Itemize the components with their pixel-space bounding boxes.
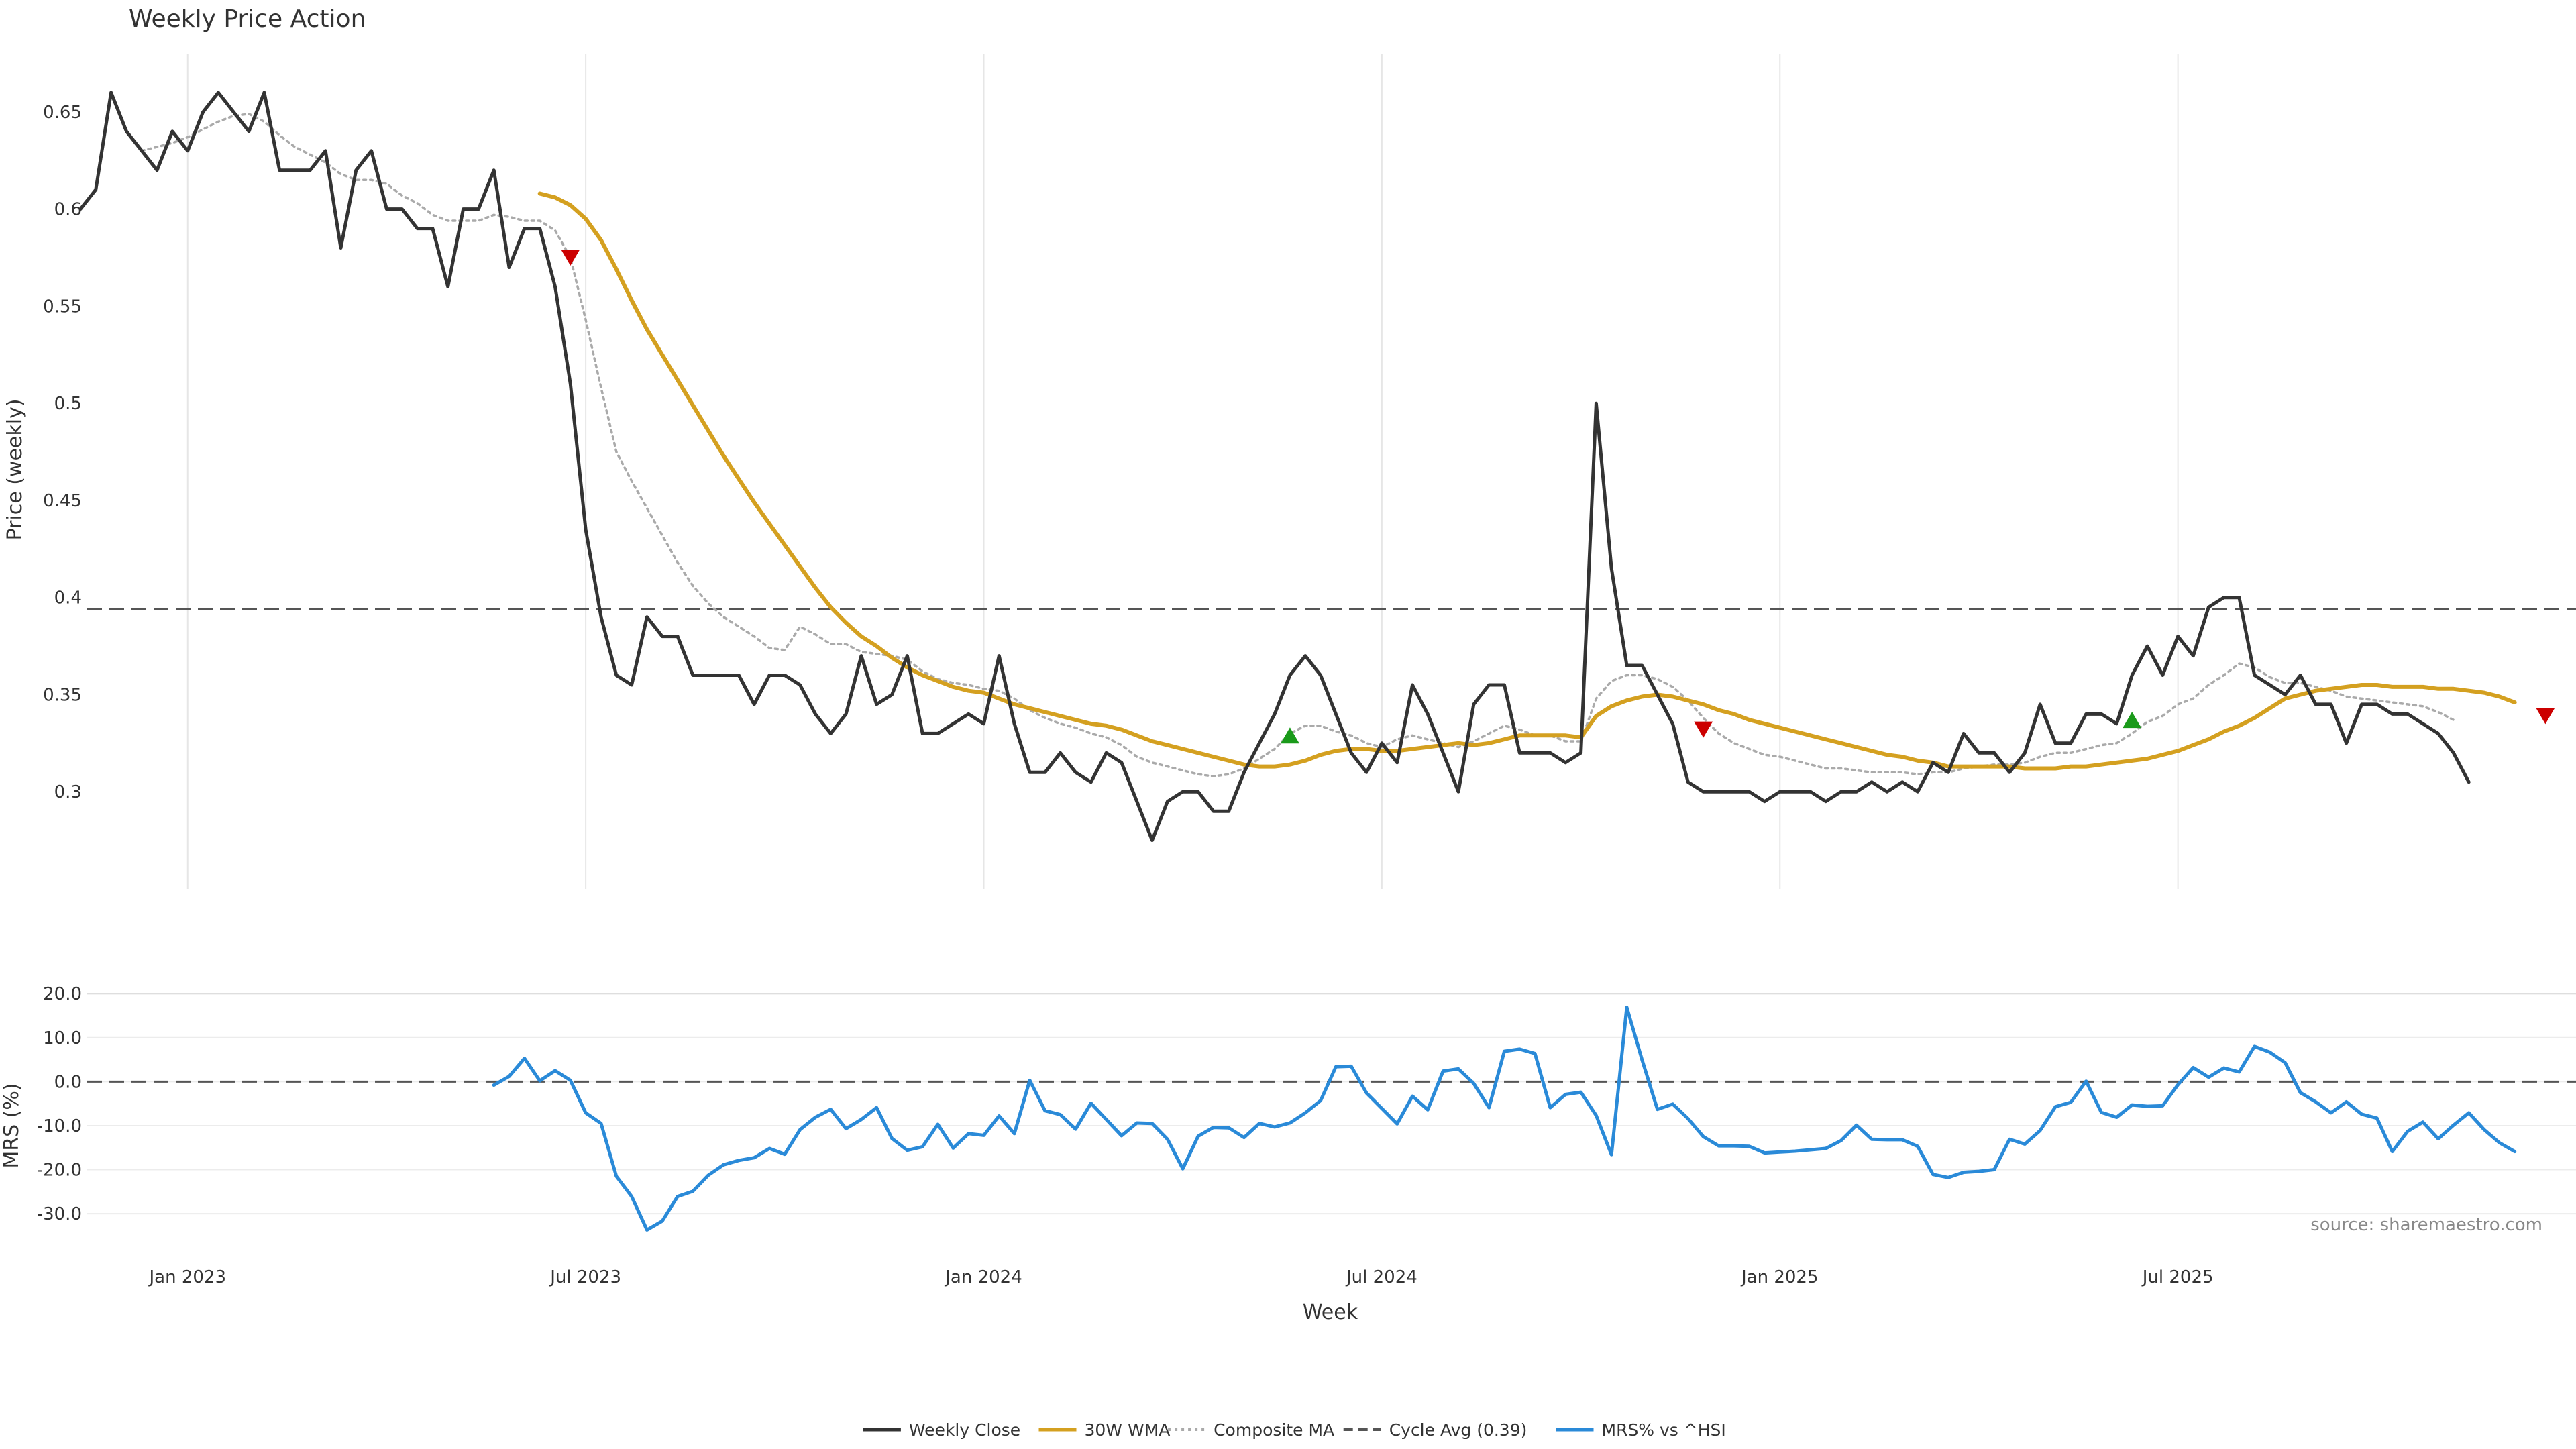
- x-tick-label: Jul 2025: [2141, 1267, 2214, 1287]
- mrs-y-axis-label: MRS (%): [0, 1083, 23, 1168]
- mrs-y-tick-label: -10.0: [37, 1116, 82, 1136]
- x-tick-label: Jan 2023: [148, 1267, 226, 1287]
- price-y-tick-label: 0.65: [43, 103, 82, 123]
- mrs-y-tick-label: 10.0: [43, 1028, 82, 1049]
- price-grid: [87, 54, 2576, 889]
- mrs-grid: [87, 993, 2576, 1215]
- x-tick-label: Jan 2025: [1740, 1267, 1819, 1287]
- weekly-close-line: [78, 91, 2471, 843]
- price-y-tick-label: 0.55: [43, 297, 82, 317]
- signal-markers: [561, 250, 2555, 744]
- mrs-y-tick-label: -30.0: [37, 1204, 82, 1224]
- price-series: [78, 91, 2517, 843]
- price-y-tick-label: 0.45: [43, 491, 82, 511]
- x-tick-label: Jan 2024: [944, 1267, 1022, 1287]
- sell-signal-marker: [2536, 708, 2555, 724]
- legend-label: Composite MA: [1214, 1420, 1334, 1440]
- price-y-tick-label: 0.5: [54, 394, 82, 414]
- sell-signal-marker: [561, 250, 580, 266]
- price-y-tick-label: 0.3: [54, 782, 82, 802]
- price-y-ticks: 0.3 0.35 0.4 0.45 0.5 0.55 0.6 0.65: [43, 103, 82, 802]
- x-ticks: Jan 2023 Jul 2023 Jan 2024 Jul 2024 Jan 2025…: [148, 1267, 2213, 1287]
- price-y-axis-label: Price (weekly): [3, 398, 27, 540]
- chart-title: Weekly Price Action: [129, 5, 366, 33]
- buy-signal-marker: [2123, 712, 2142, 729]
- legend-label: Weekly Close: [909, 1420, 1020, 1440]
- wma-30w-line: [537, 191, 2517, 771]
- price-y-tick-label: 0.4: [54, 588, 82, 608]
- mrs-y-tick-label: 0.0: [54, 1072, 82, 1092]
- mrs-y-ticks: -30.0 -20.0 -10.0 0.0 10.0 20.0: [37, 984, 82, 1224]
- legend-label: Cycle Avg (0.39): [1389, 1420, 1527, 1440]
- legend-label: MRS% vs ^HSI: [1602, 1420, 1726, 1440]
- mrs-y-tick-label: 20.0: [43, 984, 82, 1004]
- legend: Weekly Close 30W WMA Composite MA Cycle Avg…: [863, 1420, 1726, 1440]
- mrs-line: [492, 1006, 2517, 1232]
- mrs-y-tick-label: -20.0: [37, 1161, 82, 1181]
- price-y-tick-label: 0.6: [54, 200, 82, 220]
- source-note: source: sharemaestro.com: [2310, 1215, 2542, 1235]
- buy-signal-marker: [1280, 727, 1299, 744]
- price-y-tick-label: 0.35: [43, 685, 82, 705]
- x-axis-label: Week: [1303, 1301, 1358, 1324]
- mrs-series: [492, 1006, 2517, 1232]
- composite-ma-line: [140, 113, 2455, 777]
- legend-label: 30W WMA: [1085, 1420, 1171, 1440]
- x-tick-label: Jul 2024: [1345, 1267, 1417, 1287]
- sell-signal-marker: [1694, 721, 1713, 738]
- x-tick-label: Jul 2023: [549, 1267, 621, 1287]
